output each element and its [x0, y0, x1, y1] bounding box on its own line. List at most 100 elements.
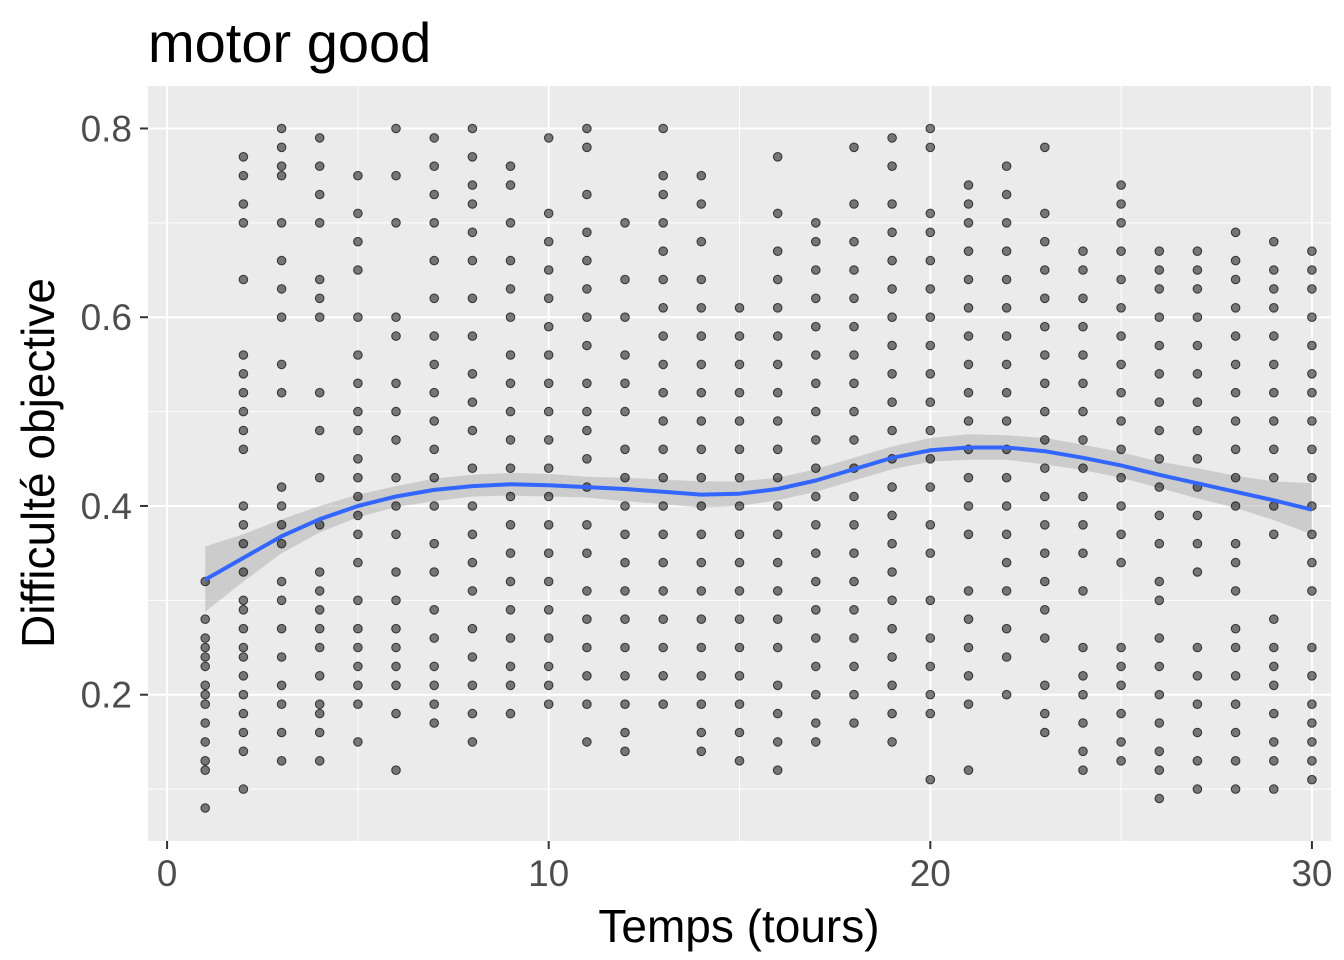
- data-point: [582, 340, 592, 351]
- data-point: [1078, 689, 1088, 700]
- data-point: [543, 699, 554, 710]
- data-point: [963, 180, 974, 190]
- data-point: [429, 661, 440, 672]
- data-point: [696, 444, 707, 455]
- x-tick-label: 30: [1291, 853, 1332, 894]
- data-point: [1307, 529, 1317, 540]
- data-point: [1116, 359, 1126, 370]
- data-point: [620, 444, 630, 455]
- data-point: [314, 472, 325, 483]
- data-point: [467, 680, 478, 691]
- data-point: [1001, 359, 1012, 370]
- data-point: [1001, 218, 1012, 228]
- data-point: [1230, 501, 1241, 511]
- data-point: [849, 661, 859, 672]
- data-point: [1078, 718, 1088, 728]
- data-point: [391, 312, 401, 323]
- data-point: [276, 595, 287, 606]
- data-point: [543, 265, 554, 275]
- data-point: [811, 218, 821, 228]
- data-point: [1001, 472, 1012, 483]
- data-point: [505, 491, 516, 502]
- data-point: [1116, 529, 1126, 540]
- data-point: [543, 463, 554, 474]
- data-point: [1307, 472, 1317, 483]
- data-point: [467, 293, 478, 304]
- data-point: [429, 605, 440, 615]
- data-point: [811, 718, 821, 728]
- data-point: [276, 312, 287, 323]
- data-point: [314, 708, 325, 719]
- data-point: [887, 737, 897, 747]
- data-point: [391, 708, 401, 719]
- data-point: [620, 671, 630, 681]
- data-point: [849, 718, 859, 728]
- data-point: [1116, 756, 1126, 766]
- data-point: [772, 529, 783, 540]
- data-point: [1230, 586, 1241, 596]
- data-point: [1269, 529, 1279, 540]
- data-point: [1116, 680, 1126, 691]
- x-axis: 0 10 20 30: [157, 841, 1332, 894]
- data-point: [887, 680, 897, 691]
- data-point: [1078, 642, 1088, 653]
- data-point: [391, 567, 401, 577]
- data-point: [276, 501, 287, 511]
- data-point: [1116, 501, 1126, 511]
- data-point: [849, 633, 859, 643]
- data-point: [658, 699, 669, 710]
- data-point: [849, 576, 859, 587]
- data-point: [658, 246, 669, 256]
- data-point: [429, 293, 440, 304]
- data-point: [772, 708, 783, 719]
- data-point: [620, 218, 630, 228]
- data-point: [1269, 416, 1279, 426]
- data-point: [467, 152, 478, 162]
- data-point: [696, 472, 707, 483]
- data-point: [696, 331, 707, 341]
- data-point: [429, 387, 440, 398]
- data-point: [543, 321, 554, 332]
- data-point: [696, 671, 707, 681]
- data-point: [772, 444, 783, 455]
- data-point: [505, 520, 516, 530]
- data-point: [658, 170, 669, 181]
- data-point: [1307, 699, 1317, 710]
- data-point: [353, 557, 363, 568]
- data-point: [391, 331, 401, 341]
- data-point: [925, 255, 936, 266]
- data-point: [1307, 387, 1317, 398]
- data-point: [734, 472, 745, 483]
- data-point: [849, 435, 859, 445]
- data-point: [925, 595, 936, 606]
- data-point: [543, 293, 554, 304]
- data-point: [734, 529, 745, 540]
- data-point: [276, 623, 287, 634]
- data-point: [391, 623, 401, 634]
- data-point: [1001, 689, 1012, 700]
- data-point: [429, 416, 440, 426]
- data-point: [505, 218, 516, 228]
- data-point: [620, 614, 630, 625]
- data-point: [429, 255, 440, 266]
- data-point: [238, 501, 249, 511]
- data-point: [1078, 321, 1088, 332]
- data-point: [353, 236, 363, 247]
- data-point: [391, 765, 401, 776]
- data-point: [620, 746, 630, 757]
- data-point: [314, 161, 325, 171]
- data-point: [238, 274, 249, 285]
- data-point: [1078, 265, 1088, 275]
- data-point: [543, 576, 554, 587]
- data-point: [1078, 463, 1088, 474]
- data-point: [1001, 623, 1012, 634]
- data-point: [658, 586, 669, 596]
- data-point: [467, 123, 478, 134]
- data-point: [1116, 387, 1126, 398]
- data-point: [963, 199, 974, 209]
- data-point: [887, 510, 897, 521]
- data-point: [582, 227, 592, 238]
- data-point: [238, 567, 249, 577]
- data-point: [1001, 246, 1012, 256]
- data-point: [467, 227, 478, 238]
